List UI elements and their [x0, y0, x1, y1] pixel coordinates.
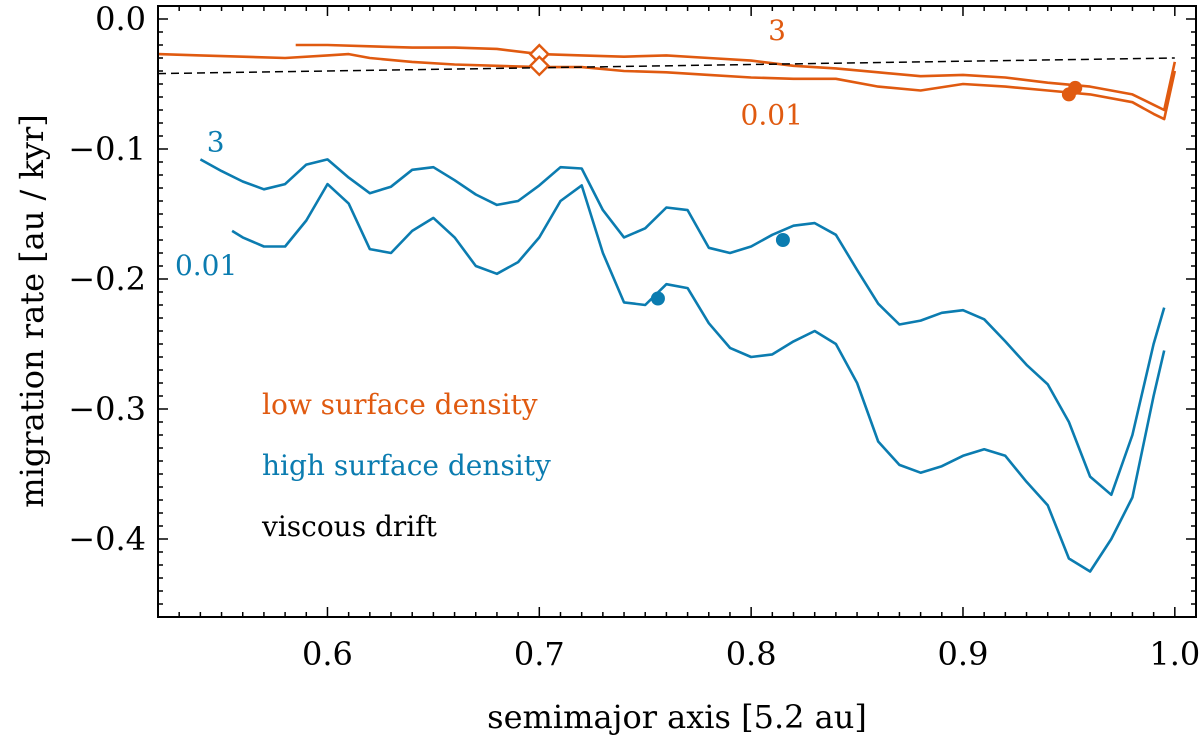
curve-label: 0.01 — [175, 249, 237, 282]
legend-entry: viscous drift — [261, 510, 438, 543]
y-tick-label: −0.4 — [68, 520, 146, 558]
series-line-low-surface-density-3 — [295, 43, 1177, 112]
y-tick-label: −0.3 — [68, 390, 146, 428]
curve-label: 3 — [768, 14, 786, 47]
x-tick-label: 1.0 — [1149, 635, 1200, 673]
x-axis-label: semimajor axis [5.2 au] — [487, 698, 867, 736]
x-tick-label: 0.7 — [514, 635, 565, 673]
x-tick-label: 0.9 — [938, 635, 989, 673]
series-line-low-surface-density-0-01 — [157, 52, 1177, 121]
circle-marker — [650, 291, 665, 306]
marker-layer — [528, 43, 1083, 306]
series-line-high-surface-density-3 — [199, 158, 1166, 497]
circle-marker — [1061, 87, 1076, 102]
y-tick-label: −0.1 — [68, 130, 146, 168]
tick-labels: 0.6 0.7 0.8 0.9 1.0 0.0 −0.1 −0.2 −0.3 −0.4 — [68, 0, 1200, 673]
x-tick-label: 0.8 — [726, 635, 777, 673]
legend-entry: low surface density — [262, 388, 538, 421]
diamond-marker — [528, 55, 551, 77]
curve-label: 0.01 — [741, 98, 803, 131]
circle-marker — [775, 233, 790, 247]
series-layer — [157, 43, 1177, 573]
y-tick-label: 0.0 — [95, 0, 146, 38]
y-tick-label: −0.2 — [68, 260, 146, 298]
x-tick-label: 0.6 — [302, 635, 353, 673]
annotation-layer: 3 0.01 3 0.01 — [175, 14, 803, 282]
legend-entry: high surface density — [262, 449, 551, 482]
y-axis-label: migration rate [au / kyr] — [13, 114, 51, 507]
plot-frame — [157, 5, 1197, 618]
legend: low surface density high surface density v… — [261, 388, 551, 543]
series-line-viscous-drift — [157, 57, 1175, 75]
curve-label: 3 — [207, 126, 225, 159]
series-line-high-surface-density-0-01 — [231, 182, 1166, 573]
